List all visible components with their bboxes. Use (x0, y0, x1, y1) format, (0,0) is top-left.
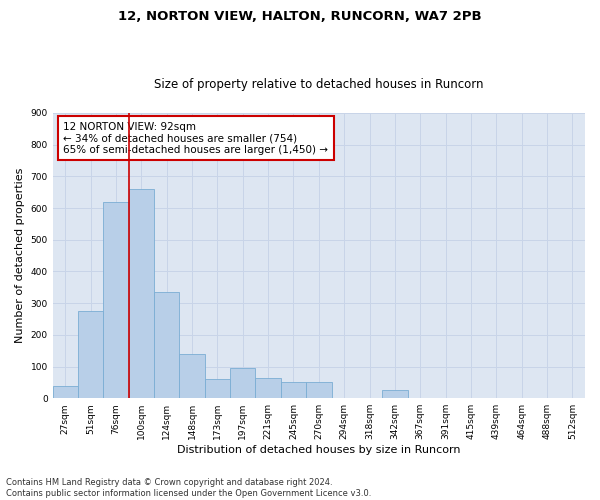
Bar (129, 189, 154, 398)
Bar (281, 382, 306, 398)
Text: 12 NORTON VIEW: 92sqm
← 34% of detached houses are smaller (754)
65% of semi-det: 12 NORTON VIEW: 92sqm ← 34% of detached … (64, 122, 328, 155)
Bar (256, 378, 281, 398)
Bar (306, 382, 332, 398)
Bar (53, 386, 78, 398)
Title: Size of property relative to detached houses in Runcorn: Size of property relative to detached ho… (154, 78, 484, 91)
Bar (230, 368, 256, 398)
Bar (103, 202, 129, 398)
Y-axis label: Number of detached properties: Number of detached properties (15, 168, 25, 344)
Text: 12, NORTON VIEW, HALTON, RUNCORN, WA7 2PB: 12, NORTON VIEW, HALTON, RUNCORN, WA7 2P… (118, 10, 482, 23)
Bar (382, 390, 407, 398)
Bar (154, 292, 179, 398)
Bar (78, 311, 103, 398)
X-axis label: Distribution of detached houses by size in Runcorn: Distribution of detached houses by size … (177, 445, 461, 455)
Bar (179, 354, 205, 398)
Bar (205, 379, 230, 398)
Text: Contains HM Land Registry data © Crown copyright and database right 2024.
Contai: Contains HM Land Registry data © Crown c… (6, 478, 371, 498)
